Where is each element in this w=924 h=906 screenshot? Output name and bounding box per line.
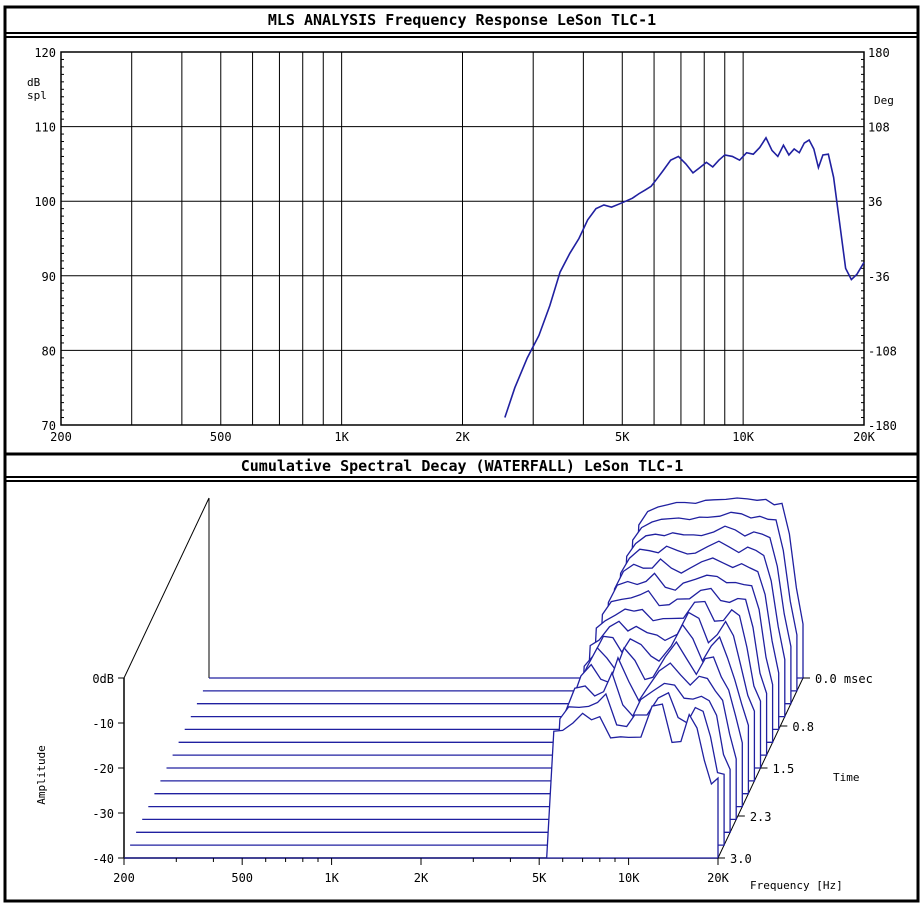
frequency-tick-label: 1K	[324, 871, 339, 885]
y-tick-label: 120	[34, 46, 56, 60]
frequency-response-grid	[61, 51, 864, 426]
y-axis-label-db: dB	[27, 76, 41, 89]
y2-axis-label-deg: Deg	[874, 94, 894, 107]
y-tick-label: 110	[34, 121, 56, 135]
frequency-tick-label: 5K	[532, 871, 547, 885]
waterfall-panel: 0dB -10 -20 -30 -40 200 500 1K 2K 5K 10K 20K 0.0 mse…	[35, 497, 873, 892]
x-tick-label: 200	[50, 430, 72, 444]
y2-tick-label: 108	[868, 121, 890, 135]
time-tick-label: 3.0	[730, 852, 752, 866]
y2-tick-label: 180	[868, 46, 890, 60]
frequency-tick-label: 200	[113, 871, 135, 885]
frequency-tick-label: 20K	[707, 871, 729, 885]
amplitude-tick-label: -20	[92, 762, 114, 776]
waterfall-frequency-label: Frequency [Hz]	[750, 879, 843, 892]
frequency-tick-label: 2K	[414, 871, 429, 885]
frequency-tick-label: 500	[231, 871, 253, 885]
x-tick-label: 500	[210, 430, 232, 444]
time-tick-label: 1.5	[773, 762, 795, 776]
frequency-response-curve-group	[504, 136, 865, 418]
waterfall-axes: 0dB -10 -20 -30 -40 200 500 1K 2K 5K 10K 20K 0.0 mse…	[92, 672, 872, 885]
time-tick-label: 2.3	[750, 810, 772, 824]
y-tick-label: 70	[42, 419, 56, 433]
amplitude-tick-label: 0dB	[92, 672, 114, 686]
waterfall-amplitude-label: Amplitude	[35, 745, 48, 805]
x-tick-label: 10K	[732, 430, 754, 444]
frequency-tick-label: 10K	[618, 871, 640, 885]
y-tick-label: 100	[34, 195, 56, 209]
frequency-response-curve	[504, 136, 865, 418]
waterfall-slice	[124, 703, 719, 859]
waterfall-time-label: Time	[833, 771, 860, 784]
time-tick-label: 0.0 msec	[815, 672, 873, 686]
x-tick-label: 20K	[853, 430, 875, 444]
x-tick-label: 1K	[334, 430, 349, 444]
amplitude-tick-label: -30	[92, 807, 114, 821]
waterfall-title: Cumulative Spectral Decay (WATERFALL) Le…	[241, 457, 684, 475]
y2-tick-label: -108	[868, 344, 897, 358]
y2-tick-label: 36	[868, 195, 882, 209]
frequency-response-axes: 70 80 90 100 110 120 -180 -108 -36 36 108 180 200 500…	[34, 46, 897, 444]
time-tick-label: 0.8	[792, 720, 814, 734]
x-tick-label: 5K	[615, 430, 630, 444]
y-tick-label: 90	[42, 270, 56, 284]
frequency-response-title: MLS ANALYSIS Frequency Response LeSon TL…	[268, 11, 656, 29]
waterfall-slices	[124, 497, 804, 859]
y2-tick-label: -180	[868, 419, 897, 433]
frequency-response-panel: MLS ANALYSIS Frequency Response LeSon TL…	[5, 11, 918, 444]
y2-tick-label: -36	[868, 270, 890, 284]
y-axis-label-spl: spl	[27, 89, 47, 102]
side-wall-diagonal	[123, 497, 210, 679]
amplitude-tick-label: -40	[92, 852, 114, 866]
y-tick-label: 80	[42, 344, 56, 358]
amplitude-tick-label: -10	[92, 717, 114, 731]
x-tick-label: 2K	[455, 430, 470, 444]
